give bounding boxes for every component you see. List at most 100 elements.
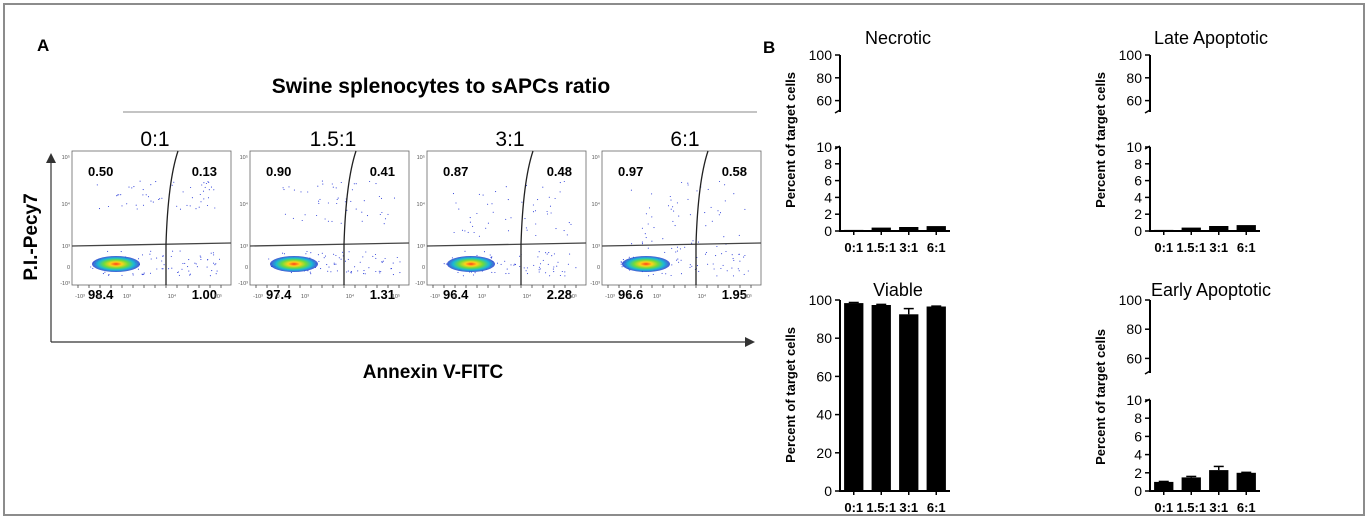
- x-tick-label: 3:1: [1209, 500, 1228, 515]
- bar-chart-0: Necrotic Percent of target cells 60 80 100 02…: [783, 28, 950, 255]
- ratio-label: 0:1: [140, 128, 169, 151]
- bar: [899, 314, 919, 491]
- y-tick-label: -10³: [238, 281, 248, 287]
- x-tick-label: 0:1: [844, 240, 863, 255]
- horizontal-gate: [249, 242, 410, 247]
- y-tick-label: 0: [422, 265, 425, 271]
- x-tick-label: 10⁵: [744, 293, 752, 300]
- y-tick-label: 100: [809, 292, 833, 308]
- x-tick-label: 10³: [653, 294, 661, 300]
- y-tick-label: 10: [816, 139, 832, 155]
- y-tick-label: 0: [245, 265, 248, 271]
- y-tick-label: 8: [1134, 410, 1142, 426]
- quadrant-upper-left: 0.90: [266, 164, 291, 179]
- horizontal-gate: [601, 242, 762, 247]
- y-tick-label: 80: [1126, 321, 1142, 337]
- bar: [1154, 481, 1174, 491]
- x-tick-label: 0: [276, 294, 279, 300]
- y-axis-arrowhead: [46, 153, 56, 163]
- y-tick-label: 10⁵: [240, 154, 248, 161]
- y-tick-label: 0: [1134, 223, 1142, 239]
- x-tick-label: 10⁴: [346, 293, 355, 300]
- ratio-label: 3:1: [495, 128, 524, 151]
- y-tick-label: 0: [824, 483, 832, 499]
- vertical-gate: [520, 150, 534, 285]
- chart-title: Late Apoptotic: [1154, 28, 1268, 48]
- bar: [1209, 226, 1229, 231]
- y-tick-label: 10³: [592, 244, 600, 250]
- x-tick-label: 10⁴: [698, 293, 707, 300]
- x-tick-label: 10⁵: [392, 293, 400, 300]
- quadrant-lower-left: 97.4: [266, 287, 292, 302]
- y-tick-label: 80: [1126, 70, 1142, 86]
- vertical-gate: [165, 150, 179, 285]
- figure-canvas: A Swine splenocytes to sAPCs ratio P.I.-…: [21, 28, 1271, 515]
- x-tick-label: 3:1: [1209, 240, 1228, 255]
- y-tick-label: 10⁴: [62, 201, 71, 208]
- x-tick-label: 0:1: [1154, 240, 1173, 255]
- y-tick-label: 100: [1119, 47, 1143, 63]
- ratio-label: 6:1: [670, 128, 699, 151]
- x-tick-label: 10³: [301, 294, 309, 300]
- x-tick-label: 10³: [123, 294, 131, 300]
- x-tick-label: 1.5:1: [1176, 240, 1206, 255]
- chart-title: Viable: [873, 280, 923, 300]
- population-blob: [92, 256, 140, 272]
- y-tick-label: 10⁵: [62, 154, 70, 161]
- y-tick-label: 100: [809, 47, 833, 63]
- x-tick-label: 0: [453, 294, 456, 300]
- vertical-gate: [695, 150, 709, 285]
- y-tick-label: 60: [816, 93, 832, 109]
- bar: [1236, 472, 1256, 491]
- horizontal-gate: [71, 242, 232, 247]
- bar: [926, 306, 946, 491]
- y-tick-label: 60: [1126, 350, 1142, 366]
- x-tick-label: -10³: [253, 294, 263, 300]
- y-tick-label: 4: [824, 189, 832, 205]
- x-tick-label: 6:1: [1237, 500, 1256, 515]
- bar: [899, 227, 919, 231]
- y-tick-label: 6: [824, 173, 832, 189]
- x-axis-arrowhead: [745, 337, 755, 347]
- horizontal-gate: [426, 242, 587, 247]
- y-tick-label: 2: [824, 206, 832, 222]
- bar: [871, 305, 891, 491]
- quadrant-lower-right: 1.95: [722, 287, 747, 302]
- x-tick-label: -10³: [605, 294, 615, 300]
- chart-title: Necrotic: [865, 28, 931, 48]
- y-tick-label: 10⁵: [592, 154, 600, 161]
- quadrant-upper-right: 0.13: [192, 164, 217, 179]
- quadrant-upper-left: 0.50: [88, 164, 113, 179]
- y-tick-label: 10³: [417, 244, 425, 250]
- y-tick-label: 2: [1134, 206, 1142, 222]
- x-tick-label: -10³: [430, 294, 440, 300]
- x-tick-label: 6:1: [927, 500, 946, 515]
- ratio-label: 1.5:1: [310, 128, 357, 151]
- quadrant-upper-right: 0.41: [370, 164, 395, 179]
- quadrant-lower-right: 1.00: [192, 287, 217, 302]
- bar: [1154, 229, 1174, 231]
- panel-a-label: A: [37, 36, 49, 55]
- x-tick-label: 3:1: [899, 240, 918, 255]
- y-tick-label: -10³: [415, 281, 425, 287]
- y-tick-label: 10: [1126, 392, 1142, 408]
- x-tick-label: 1.5:1: [866, 500, 896, 515]
- y-tick-label: 40: [816, 407, 832, 423]
- y-tick-label: 10³: [240, 244, 248, 250]
- quadrant-lower-left: 96.6: [618, 287, 643, 302]
- x-tick-label: 0:1: [1154, 500, 1173, 515]
- y-axis-label: P.I.-Pecy7: [21, 193, 42, 280]
- x-tick-label: 1.5:1: [866, 240, 896, 255]
- y-tick-label: 4: [1134, 189, 1142, 205]
- y-tick-label: -10³: [590, 281, 600, 287]
- x-tick-label: 10⁵: [569, 293, 577, 300]
- vertical-gate: [343, 150, 357, 285]
- x-tick-label: 0: [98, 294, 101, 300]
- bar: [1236, 225, 1256, 231]
